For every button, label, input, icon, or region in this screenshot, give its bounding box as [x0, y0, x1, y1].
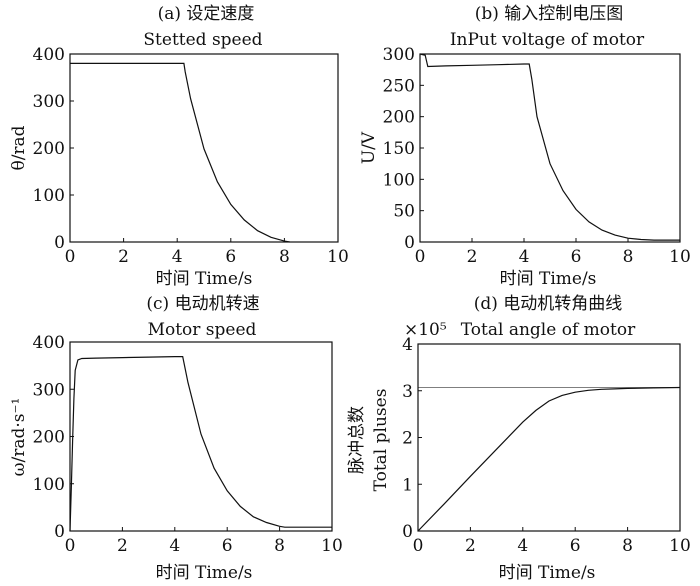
panel-b-ytick-label: 100: [383, 170, 415, 190]
panel-d-xtick-label: 8: [622, 536, 633, 556]
panel-a-ytick-label: 0: [54, 233, 65, 253]
panel-d-title-en: Total angle of motor: [461, 320, 636, 340]
panel-d-exponent: ×10⁵: [404, 320, 447, 340]
panel-a-ytick-label: 300: [33, 92, 65, 112]
panel-d-ylabel-en: Total pluses: [371, 389, 391, 492]
panel-c-series-line: [69, 356, 332, 532]
panel-a-ytick-label: 100: [33, 186, 65, 206]
panel-b-title-cn: (b) 输入控制电压图: [475, 4, 624, 24]
panel-a-series-line: [70, 62, 290, 243]
panel-d-ytick-label: 3: [402, 382, 413, 402]
panel-c-title-cn: (c) 电动机转速: [146, 294, 259, 314]
panel-b-ylabel: U/V: [359, 131, 379, 164]
panel-b-xticks: 0 2 4 6 8 10: [415, 238, 691, 267]
panel-b-yticks: 0 50 100 150 200 250 300: [383, 45, 424, 253]
panel-a-xtick-label: 0: [65, 247, 76, 267]
panel-b-ytick-label: 250: [383, 76, 415, 96]
panel-a-xtick-label: 4: [172, 247, 183, 267]
panel-b-ytick-label: 0: [404, 233, 415, 253]
panel-d-ytick-label: 0: [402, 522, 413, 542]
panel-d-ytick-label: 1: [402, 475, 413, 495]
panel-a-title-en: Stetted speed: [143, 30, 262, 50]
panel-d-xtick-label: 0: [413, 536, 424, 556]
panel-b-input-voltage: (b) 输入控制电压图 InPut voltage of motor U/V 时…: [359, 4, 691, 289]
panel-a-ytick-label: 200: [33, 139, 65, 159]
panel-a-xtick-label: 6: [225, 247, 236, 267]
panel-c-xtick-label: 10: [321, 536, 343, 556]
panel-c-ytick-label: 300: [33, 380, 65, 400]
panel-c-xlabel: 时间 Time/s: [156, 563, 253, 583]
panel-b-xtick-label: 4: [519, 247, 530, 267]
panel-a-ylabel: θ/rad: [9, 125, 29, 170]
panel-b-xtick-label: 8: [623, 247, 634, 267]
panel-d-xticks: 0 2 4 6 8 10: [413, 527, 691, 556]
panel-c-ytick-label: 400: [33, 333, 65, 353]
panel-c-xticks: 0 2 4 6 8 10: [65, 527, 343, 556]
panel-b-title-en: InPut voltage of motor: [450, 30, 645, 50]
panel-b-plot-frame: [419, 53, 681, 243]
panel-a-plot-frame: [69, 53, 339, 243]
panel-c-xtick-label: 6: [222, 536, 233, 556]
panel-d-ytick-label: 4: [402, 335, 413, 355]
panel-c-yticks: 0 100 200 300 400: [33, 333, 74, 542]
panel-d-xtick-label: 2: [465, 536, 476, 556]
panel-d-ylabel-cn: 脉冲总数: [347, 406, 367, 474]
panel-b-xtick-label: 2: [467, 247, 478, 267]
panel-d-title-cn: (d) 电动机转角曲线: [474, 294, 623, 314]
panel-b-xtick-label: 6: [571, 247, 582, 267]
panel-c-xtick-label: 8: [274, 536, 285, 556]
panel-d-xtick-label: 4: [517, 536, 528, 556]
panel-c-ylabel: ω/rad·s⁻¹: [9, 398, 29, 477]
panel-c-motor-speed: (c) 电动机转速 Motor speed ω/rad·s⁻¹ 时间 Time/…: [9, 294, 343, 583]
panel-b-series-line: [419, 53, 680, 241]
panel-c-xtick-label: 0: [65, 536, 76, 556]
panel-b-ytick-label: 150: [383, 139, 415, 159]
panel-a-title-cn: (a) 设定速度: [158, 4, 255, 24]
panel-d-yticks: 0 1 2 3 4: [402, 335, 422, 542]
panel-b-ytick-label: 300: [383, 45, 415, 65]
panel-b-ytick-label: 50: [393, 202, 415, 222]
panel-a-xtick-label: 8: [279, 247, 290, 267]
panel-a-yticks: 0 100 200 300 400: [33, 45, 74, 253]
panel-a-xtick-label: 10: [327, 247, 349, 267]
panel-c-ytick-label: 0: [54, 522, 65, 542]
panel-b-xtick-label: 10: [669, 247, 691, 267]
panel-a-xlabel: 时间 Time/s: [156, 269, 253, 289]
panel-a-xticks: 0 2 4 6 8 10: [65, 238, 349, 267]
panel-a-xtick-label: 2: [118, 247, 129, 267]
panel-d-total-angle: (d) 电动机转角曲线 ×10⁵ Total angle of motor 脉冲…: [347, 294, 691, 583]
panel-c-plot-frame: [69, 341, 333, 532]
panel-b-ytick-label: 200: [383, 108, 415, 128]
panel-c-xtick-label: 4: [169, 536, 180, 556]
panel-d-series-line: [417, 386, 681, 532]
panel-d-plot-frame: [417, 343, 681, 532]
panel-c-ytick-label: 200: [33, 428, 65, 448]
panel-a-setted-speed: (a) 设定速度 Stetted speed θ/rad 时间 Time/s 0…: [9, 4, 349, 289]
panel-b-xtick-label: 0: [415, 247, 426, 267]
panel-b-xlabel: 时间 Time/s: [500, 269, 597, 289]
panel-d-xtick-label: 6: [570, 536, 581, 556]
panel-d-ytick-label: 2: [402, 429, 413, 449]
panel-a-ytick-label: 400: [33, 45, 65, 65]
panel-d-xtick-label: 10: [669, 536, 691, 556]
panel-c-xtick-label: 2: [117, 536, 128, 556]
panel-c-ytick-label: 100: [33, 475, 65, 495]
panel-c-title-en: Motor speed: [148, 320, 257, 340]
panel-d-xlabel: 时间 Time/s: [499, 563, 596, 583]
